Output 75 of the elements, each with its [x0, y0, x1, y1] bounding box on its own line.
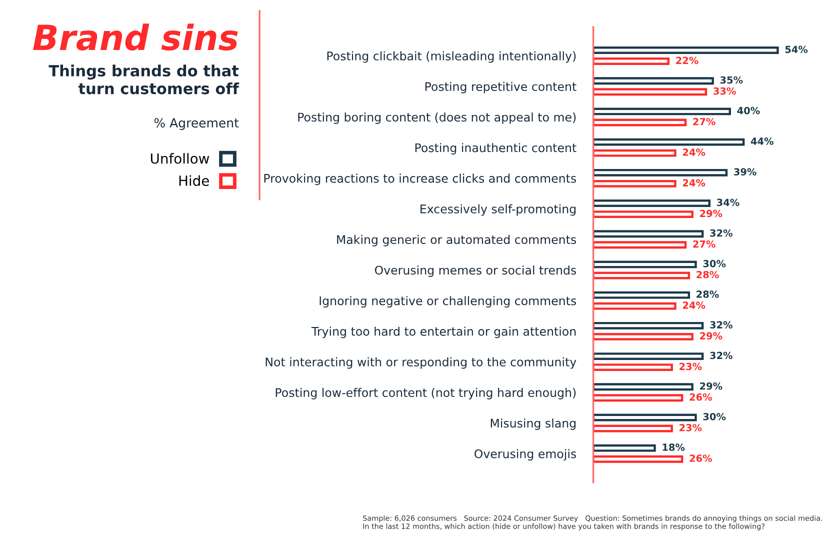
bar — [593, 322, 704, 330]
bar — [593, 180, 676, 188]
data-label: 29% — [700, 382, 722, 390]
text: Things brands do that turn customers off — [48, 64, 240, 94]
y-tick-label: Posting low-effort content (not trying hard enough) — [276, 388, 576, 400]
data-label: 23% — [680, 424, 702, 432]
bar — [593, 77, 714, 85]
bar — [593, 108, 731, 116]
bar — [593, 394, 684, 402]
bar — [593, 118, 687, 126]
bar — [593, 302, 676, 310]
y-tick-label: Not interacting with or responding to the community — [266, 357, 576, 369]
data-label: 26% — [690, 454, 712, 462]
data-label: 29% — [700, 332, 722, 340]
data-label: 18% — [662, 444, 685, 451]
bar — [593, 291, 690, 299]
data-label: 34% — [716, 198, 740, 206]
bar — [593, 168, 728, 176]
bar — [593, 352, 704, 360]
bar — [593, 424, 673, 432]
data-label: 32% — [710, 321, 732, 328]
data-label: 24% — [682, 148, 706, 156]
bar — [593, 455, 684, 463]
data-label: 22% — [676, 56, 698, 64]
data-label: 40% — [737, 106, 760, 114]
bar — [593, 414, 697, 422]
data-label: 29% — [700, 210, 722, 218]
bar — [593, 272, 690, 280]
bar — [593, 138, 745, 146]
bar — [593, 444, 656, 452]
y-tick-label: Making generic or automated comments — [337, 234, 576, 246]
y-tick-label: Misusing slang — [490, 418, 576, 430]
bar — [593, 88, 708, 96]
data-label: 44% — [750, 138, 774, 145]
data-label: 23% — [680, 362, 702, 370]
data-label: 54% — [785, 46, 808, 54]
bar — [593, 241, 687, 249]
data-label: 27% — [693, 240, 716, 248]
y-tick-label: Posting inauthentic content — [415, 143, 576, 155]
y-tick-label: Provoking reactions to increase clicks and comments — [264, 174, 576, 186]
data-label: 26% — [690, 393, 712, 401]
data-label: 24% — [682, 179, 706, 186]
data-label: 28% — [696, 270, 719, 278]
y-tick-label: Overusing emojis — [474, 449, 576, 461]
data-label: 28% — [696, 290, 719, 298]
data-label: 24% — [682, 302, 706, 309]
data-label: 32% — [710, 229, 732, 237]
bar — [593, 200, 711, 207]
data-label: 33% — [714, 87, 736, 95]
data-label: 27% — [693, 118, 716, 126]
bar — [593, 58, 670, 65]
y-tick-label: Trying too hard to entertain or gain attention — [311, 326, 576, 338]
y-tick-label: Ignoring negative or challenging comments — [320, 296, 576, 308]
data-label: 30% — [703, 260, 726, 268]
data-label: 32% — [710, 352, 732, 360]
data-label: 30% — [703, 412, 726, 420]
bar — [593, 383, 694, 391]
bar — [593, 230, 704, 238]
bar — [593, 210, 694, 218]
bar — [593, 332, 694, 340]
legend-label: Unfollow — [150, 153, 210, 164]
y-tick-label: Excessively self-promoting — [420, 204, 576, 216]
y-tick-label: Posting repetitive content — [425, 82, 576, 94]
y-tick-label: Posting clickbait (misleading intentionally) — [327, 51, 576, 63]
data-label: 39% — [734, 168, 756, 176]
y-tick-label: Overusing memes or social trends — [374, 265, 576, 277]
bar — [593, 46, 779, 54]
y-tick-label: Posting boring content (does not appeal to me) — [298, 112, 576, 124]
text: % Agreement — [154, 118, 239, 130]
data-label: 35% — [720, 76, 743, 84]
bar — [593, 364, 673, 372]
bar — [593, 149, 676, 157]
text: Brand sins — [33, 24, 238, 50]
bar — [593, 260, 697, 268]
legend-label: Hide — [179, 175, 209, 186]
